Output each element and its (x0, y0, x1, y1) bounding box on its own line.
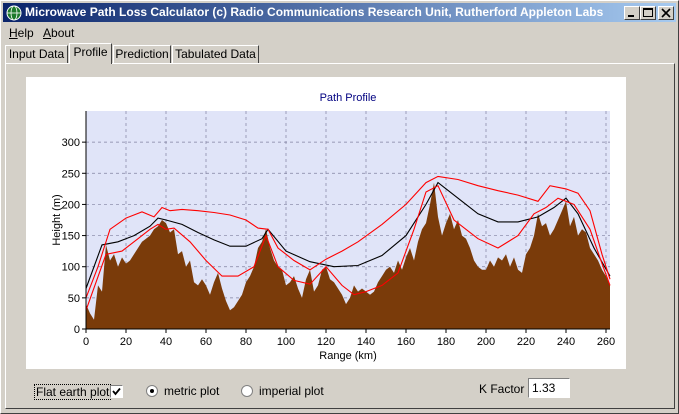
menu-help-accel: H (9, 26, 18, 40)
close-icon (661, 8, 671, 18)
tab-input-data[interactable]: Input Data (5, 45, 68, 63)
minimize-button[interactable] (624, 6, 640, 20)
y-tick-label: 200 (62, 199, 80, 211)
x-tick-label: 0 (83, 336, 89, 348)
tab-tabulated-data[interactable]: Tabulated Data (172, 45, 259, 63)
profile-tab-panel (5, 63, 675, 409)
los-line (85, 181, 611, 289)
flat-earth-checkbox[interactable] (110, 385, 123, 398)
fresnel-zone-line (85, 184, 611, 311)
y-tick-label: 150 (62, 231, 80, 243)
x-tick-label: 20 (120, 336, 132, 348)
imperial-radio[interactable] (241, 385, 253, 397)
flat-earth-label[interactable]: Flat earth plot (34, 384, 112, 400)
maximize-icon (643, 8, 653, 17)
x-tick-label: 220 (517, 336, 535, 348)
path-profile-chart: 0 20 40 60 80 100 120 140 160 180 200 220 240 260 0 50 1… (26, 77, 626, 369)
metric-radio[interactable] (146, 385, 158, 397)
x-tick-label: 60 (200, 336, 212, 348)
y-tick-label: 0 (74, 324, 80, 336)
menu-help[interactable]: Help (9, 26, 34, 40)
close-button[interactable] (658, 6, 674, 20)
menu-about-accel: A (43, 26, 52, 40)
x-tick-label: 240 (557, 336, 575, 348)
maximize-button[interactable] (640, 6, 656, 20)
tab-strip: Input Data Profile Prediction Tabulated … (5, 43, 665, 64)
title-bar[interactable]: Microwave Path Loss Calculator (c) Radio… (3, 3, 676, 22)
metric-label[interactable]: metric plot (164, 384, 220, 398)
chart-title: Path Profile (320, 92, 377, 104)
kfactor-input[interactable] (528, 378, 570, 398)
y-tick-label: 250 (62, 168, 80, 180)
minimize-icon (628, 15, 634, 17)
menu-about[interactable]: About (43, 26, 74, 40)
x-tick-label: 200 (477, 336, 495, 348)
tab-prediction[interactable]: Prediction (113, 45, 171, 63)
x-axis-label: Range (km) (319, 350, 376, 362)
imperial-label[interactable]: imperial plot (259, 384, 324, 398)
kfactor-label: K Factor (479, 382, 525, 396)
tab-prediction-label: Prediction (115, 47, 169, 61)
check-icon (112, 387, 121, 396)
y-axis-label: Height (m) (51, 194, 63, 245)
tab-profile-label: Profile (73, 45, 108, 59)
path-profile-svg: 0 20 40 60 80 100 120 140 160 180 200 220 240 260 0 50 1… (51, 92, 615, 362)
x-tick-label: 40 (160, 336, 172, 348)
fresnel-zone-line (85, 175, 611, 299)
menu-help-rest: elp (17, 26, 34, 40)
tab-input-data-label: Input Data (8, 47, 65, 61)
x-tick-label: 180 (437, 336, 455, 348)
x-tick-label: 160 (397, 336, 415, 348)
y-tick-label: 300 (62, 137, 80, 149)
radio-dot-icon (150, 389, 154, 393)
menu-bar: Help About (3, 24, 676, 42)
tab-profile[interactable]: Profile (69, 43, 112, 64)
tab-tabulated-data-label: Tabulated Data (175, 47, 256, 61)
y-tick-label: 100 (62, 262, 80, 274)
x-tick-label: 100 (277, 336, 295, 348)
y-tick-label: 50 (68, 293, 80, 305)
window-title: Microwave Path Loss Calculator (c) Radio… (25, 5, 604, 19)
x-tick-label: 260 (597, 336, 615, 348)
x-tick-label: 120 (317, 336, 335, 348)
x-tick-label: 140 (357, 336, 375, 348)
globe-icon (6, 5, 22, 21)
terrain-area (86, 182, 610, 329)
menu-about-rest: bout (51, 26, 75, 40)
x-tick-label: 80 (240, 336, 252, 348)
